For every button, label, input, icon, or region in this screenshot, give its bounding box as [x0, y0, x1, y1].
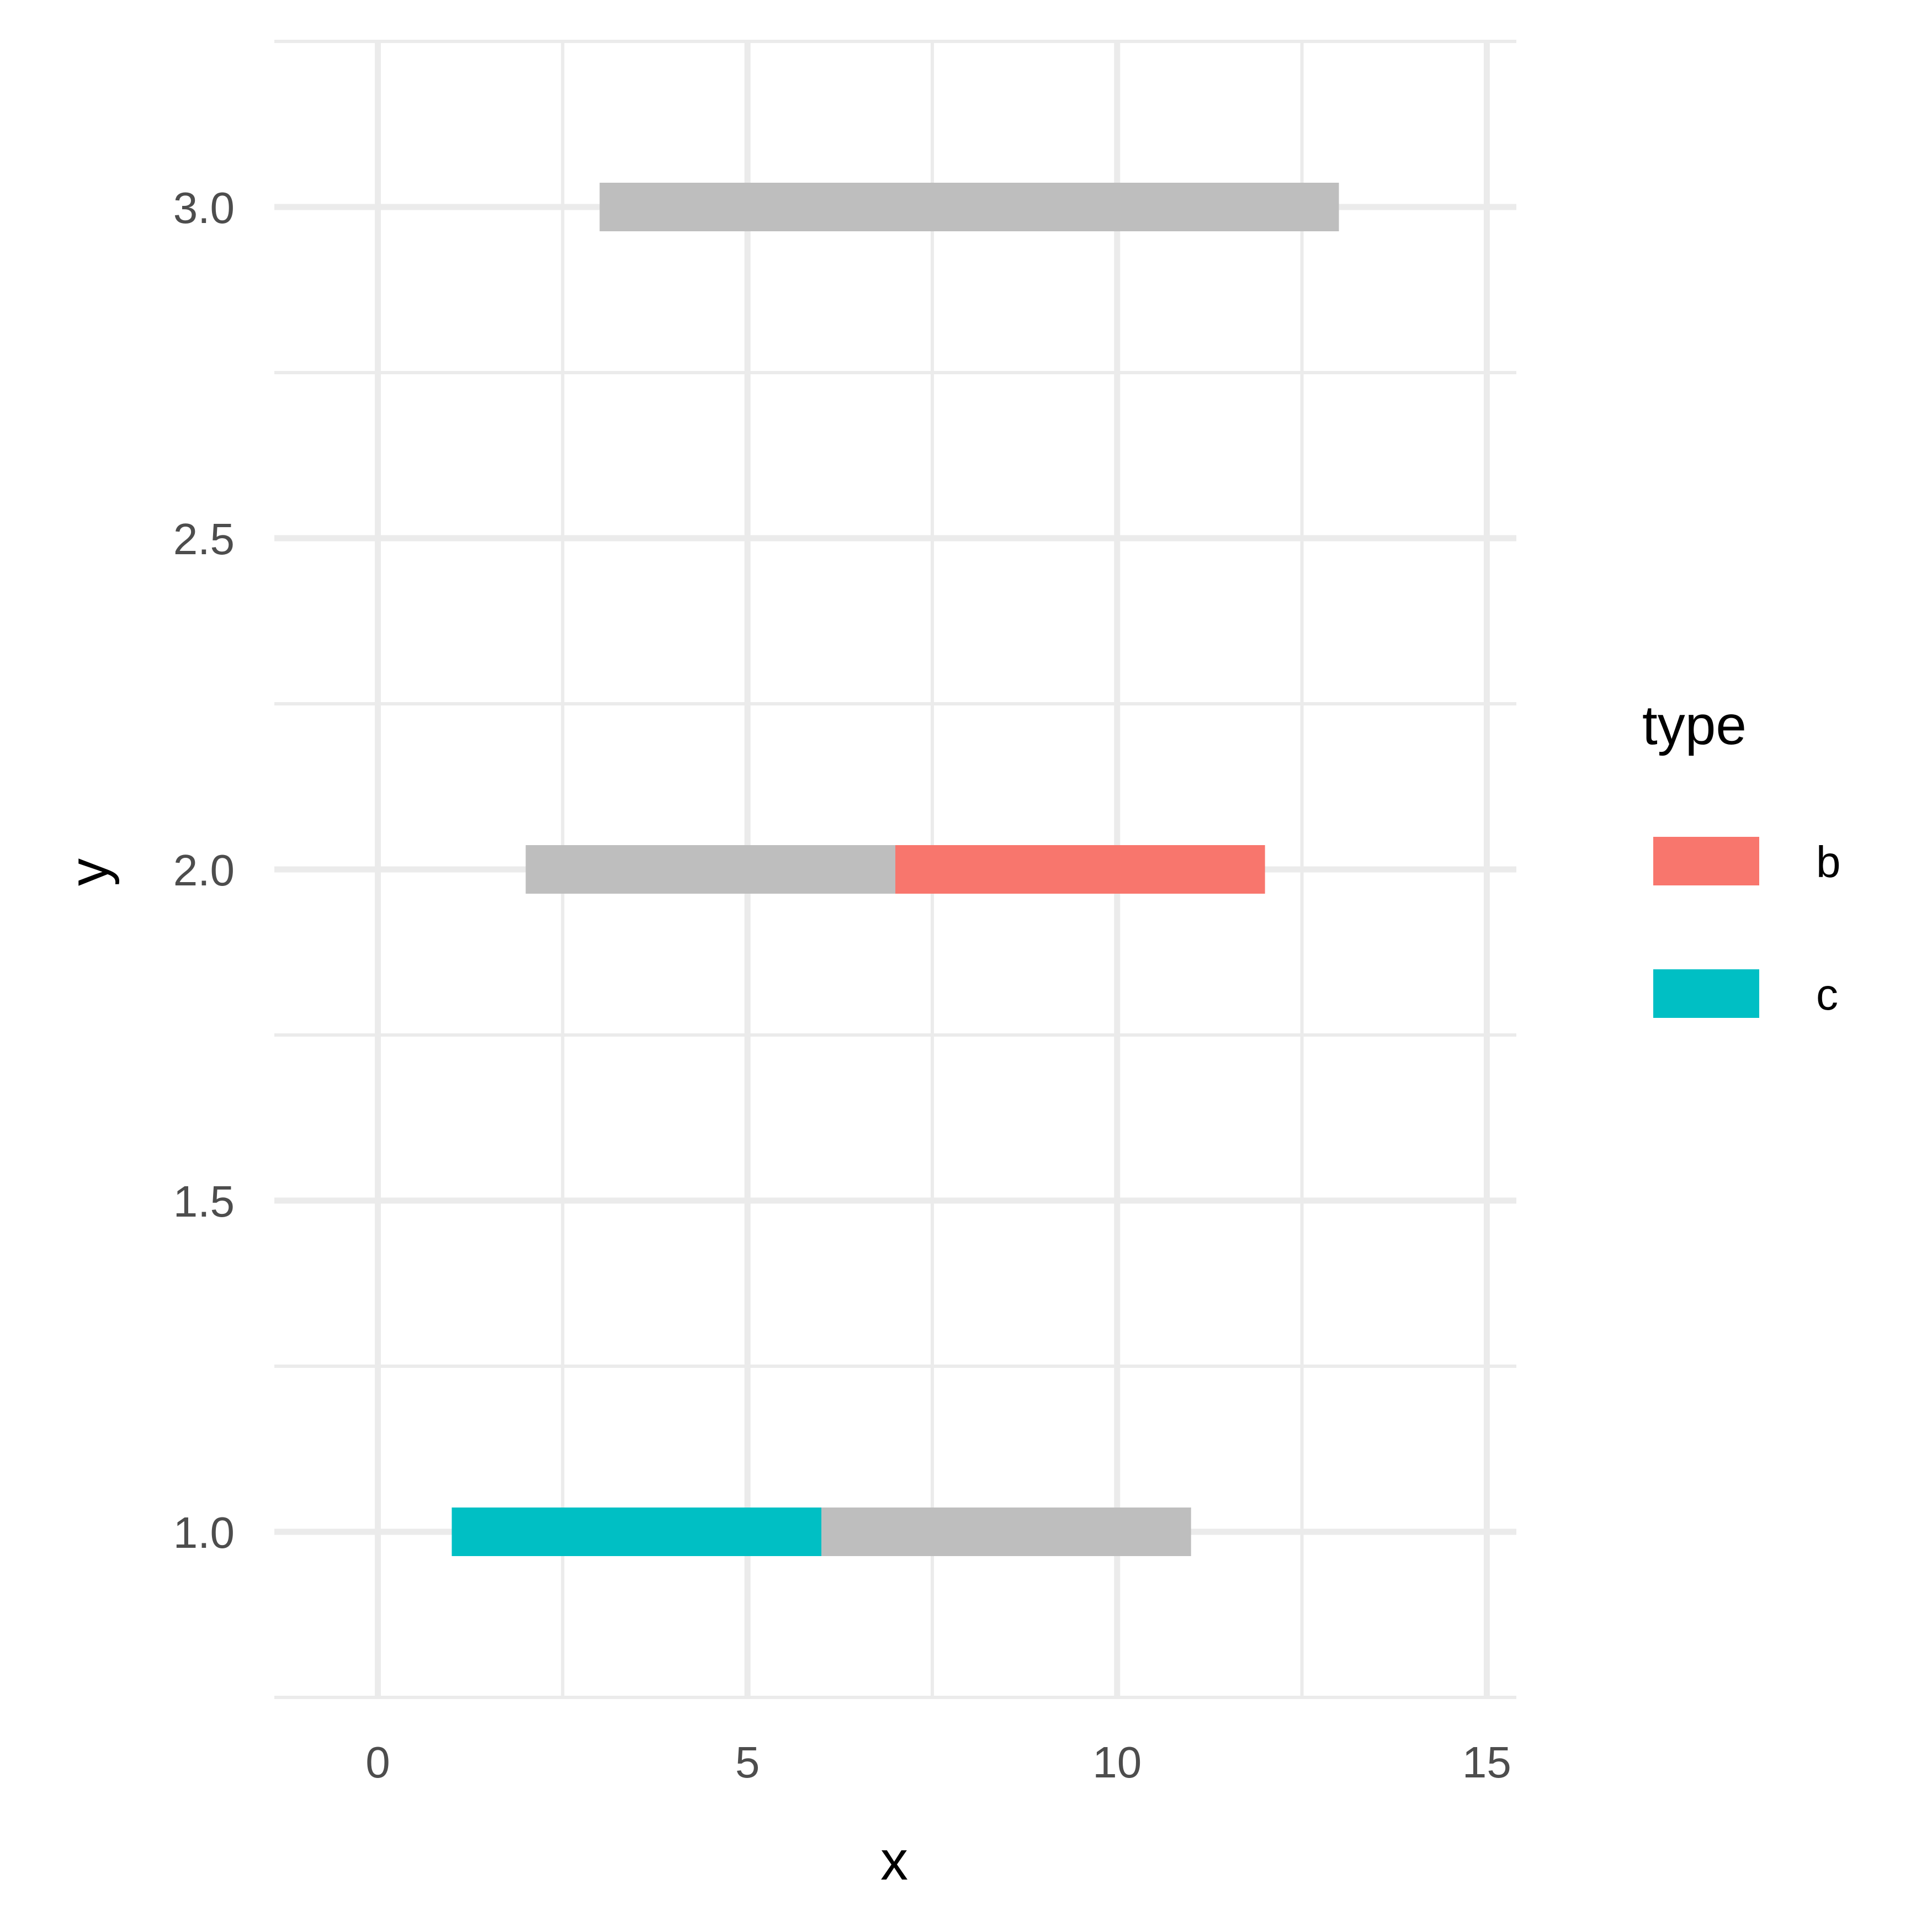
- bar-segment-other: [821, 1508, 1191, 1556]
- legend-label-c: c: [1816, 970, 1838, 1019]
- legend-title: type: [1642, 694, 1747, 756]
- y-tick-label: 1.0: [173, 1508, 235, 1557]
- legend-label-b: b: [1816, 837, 1841, 887]
- bar-segment-c: [452, 1508, 822, 1556]
- y-tick-label: 1.5: [173, 1177, 235, 1226]
- y-axis-title: y: [58, 858, 120, 886]
- bar-segment-b: [895, 845, 1265, 894]
- x-tick-label: 10: [1092, 1738, 1142, 1787]
- legend: type bc: [1642, 694, 1841, 1019]
- y-tick-label: 3.0: [173, 183, 235, 232]
- y-axis-ticks: 1.0 1.5 2.0 2.5 3.0: [173, 183, 235, 1557]
- x-axis-title: x: [880, 1830, 908, 1892]
- bar-segment-other: [526, 845, 895, 894]
- x-tick-label: 5: [735, 1738, 760, 1787]
- legend-key-b: [1653, 837, 1759, 885]
- legend-key-c: [1653, 969, 1759, 1018]
- bar-segments: [452, 183, 1339, 1556]
- y-tick-label: 2.0: [173, 846, 235, 895]
- bar-segment-other: [599, 183, 1339, 231]
- legend-entries: bc: [1653, 837, 1841, 1019]
- y-tick-label: 2.5: [173, 514, 235, 564]
- x-tick-label: 15: [1462, 1738, 1511, 1787]
- x-axis-ticks: 0 5 10 15: [365, 1738, 1511, 1787]
- x-tick-label: 0: [365, 1738, 390, 1787]
